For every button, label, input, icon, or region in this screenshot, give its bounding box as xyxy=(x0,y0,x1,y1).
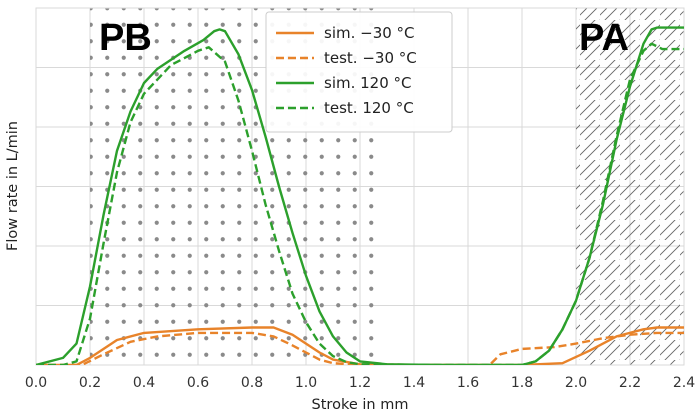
x-tick-label: 1.8 xyxy=(511,375,533,391)
x-axis-label: Stroke in mm xyxy=(312,397,409,413)
legend-label: sim. −30 °C xyxy=(324,24,415,42)
x-tick-label: 1.2 xyxy=(349,375,371,391)
legend: sim. −30 °C test. −30 °C sim. 120 °C test. … xyxy=(265,11,453,133)
x-tick-label: 1.6 xyxy=(457,375,479,391)
y-axis-label: Flow rate in L/min xyxy=(5,121,21,251)
x-tick-label: 0.2 xyxy=(79,375,101,391)
legend-label: sim. 120 °C xyxy=(324,74,412,92)
series-line-test-120-c xyxy=(36,42,684,365)
series-line-sim-120-c xyxy=(36,26,684,365)
x-tick-labels: 0.0 0.2 0.4 0.6 0.8 1.0 1.2 1.4 1.6 1.8 2.0 2.2 2.4 xyxy=(25,375,695,391)
x-tick-label: 1.4 xyxy=(403,375,425,391)
x-tick-label: 2.0 xyxy=(565,375,587,391)
series-line-sim-30-c xyxy=(36,326,684,365)
legend-label: test. −30 °C xyxy=(324,49,417,67)
x-tick-label: 2.4 xyxy=(673,375,695,391)
x-tick-label: 0.6 xyxy=(187,375,209,391)
region-pa-label: PA xyxy=(579,17,629,59)
region-pb-label: PB xyxy=(99,17,152,59)
legend-box xyxy=(265,11,453,133)
series-layer xyxy=(36,26,684,365)
region-pa-pattern xyxy=(576,8,684,365)
x-tick-label: 1.0 xyxy=(295,375,317,391)
series-line-test-30-c xyxy=(36,331,684,365)
x-tick-label: 2.2 xyxy=(619,375,641,391)
legend-label: test. 120 °C xyxy=(324,99,414,117)
x-tick-label: 0.4 xyxy=(133,375,155,391)
x-tick-label: 0.8 xyxy=(241,375,263,391)
x-tick-label: 0.0 xyxy=(25,375,47,391)
